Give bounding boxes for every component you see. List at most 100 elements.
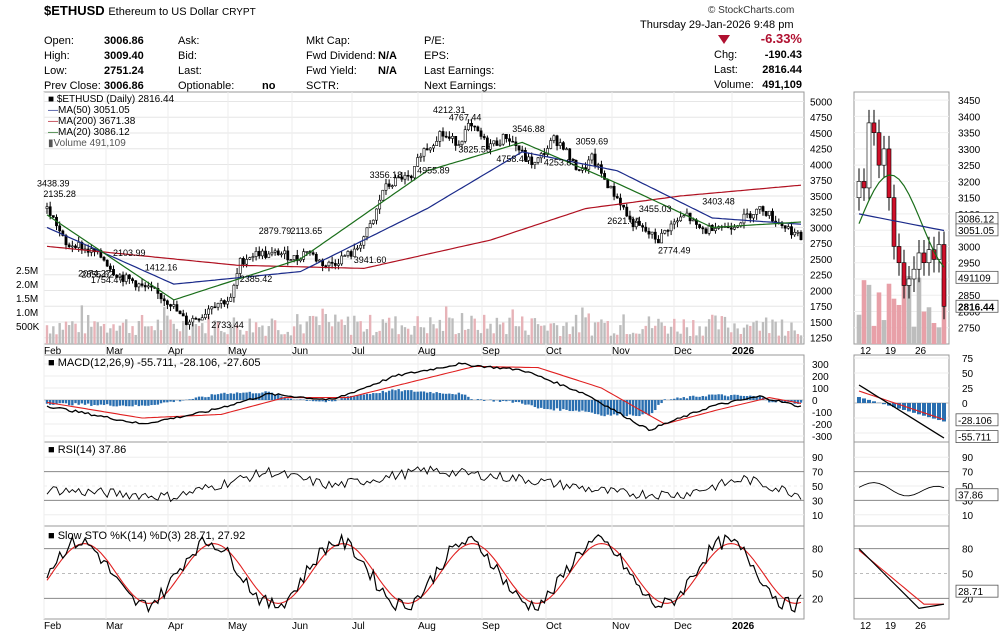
- detail-rsi-tick: 70: [962, 468, 974, 479]
- macd-hist-bar: [511, 400, 514, 403]
- candle-body: [641, 225, 644, 228]
- price-annotation: 4955.89: [417, 166, 450, 176]
- macd-hist-bar: [71, 400, 74, 406]
- detail-price-frame: [853, 91, 950, 345]
- macd-hist-bar: [112, 400, 115, 407]
- price-annotation: 2385.42: [240, 274, 273, 284]
- volume-bar: [296, 314, 299, 344]
- detail-macd-bar: [907, 403, 911, 412]
- detail-price-tick: 3150: [958, 194, 981, 205]
- candle-body: [365, 227, 369, 238]
- candle-body: [501, 134, 505, 145]
- macd-hist-bar: [220, 393, 223, 400]
- price-annotation: 4212.31: [433, 105, 466, 115]
- volume-bar: [375, 331, 378, 344]
- volume-tick-label: 1.5M: [16, 294, 38, 305]
- rsi-line: [46, 465, 802, 503]
- volume-bar: [419, 327, 423, 344]
- volume-bar: [685, 327, 689, 344]
- macd-hist-bar: [387, 390, 391, 400]
- candle-body: [793, 231, 797, 236]
- candle-body: [343, 255, 347, 257]
- macd-hist-bar: [714, 394, 717, 400]
- volume-bar: [185, 320, 188, 344]
- candle-body: [653, 231, 657, 240]
- volume-bar: [774, 321, 777, 344]
- volume-bar: [61, 329, 65, 344]
- month-label: Jun: [292, 346, 308, 357]
- detail-rsi-tick: 10: [962, 511, 974, 522]
- volume-bar: [666, 333, 670, 344]
- volume-bar: [498, 324, 502, 344]
- volume-bar: [790, 322, 793, 344]
- volume-bar: [432, 324, 435, 344]
- candle-body: [435, 141, 439, 146]
- candle-body: [786, 226, 790, 229]
- candle-body: [105, 259, 109, 267]
- macd-hist-bar: [105, 400, 109, 405]
- macd-hist-bar: [416, 391, 419, 400]
- candle-body: [549, 140, 553, 149]
- volume-bar: [527, 334, 530, 344]
- volume-bar: [502, 322, 505, 344]
- price-annotation: 3059.69: [576, 137, 609, 147]
- candle-body: [137, 283, 141, 288]
- volume-bar: [223, 332, 226, 344]
- macd-hist-bar: [178, 400, 182, 402]
- macd-hist-bar: [254, 393, 258, 400]
- candle-body: [622, 204, 625, 208]
- candle-body: [701, 227, 705, 230]
- candle-body: [546, 148, 549, 155]
- volume-bar: [597, 322, 600, 344]
- volume-bar: [755, 320, 758, 344]
- volume-bar: [213, 320, 217, 344]
- detail-volume-bar: [911, 326, 917, 344]
- candle-body: [669, 223, 673, 232]
- volume-bar: [701, 335, 704, 344]
- volume-bar: [45, 325, 49, 344]
- candle-body: [666, 230, 670, 232]
- macd-hist-bar: [799, 400, 803, 403]
- month-label: Aug: [418, 346, 436, 357]
- candle-body: [375, 208, 378, 221]
- detail-candle-body: [926, 249, 932, 264]
- macd-hist-bar: [128, 400, 131, 407]
- detail-x-label: 19: [885, 346, 897, 357]
- macd-hist-bar: [530, 400, 533, 406]
- candle-body: [451, 136, 454, 139]
- detail-price-tick: 2950: [958, 259, 981, 270]
- price-annotation: 4253.83: [544, 157, 577, 167]
- candle-body: [612, 185, 616, 197]
- candle-body: [156, 288, 160, 294]
- volume-bar: [178, 331, 182, 344]
- volume-bar: [568, 334, 571, 344]
- volume-bar: [353, 315, 356, 344]
- month-label-bottom: 2026: [732, 621, 755, 632]
- candle-body: [530, 156, 534, 165]
- candle-body: [748, 213, 752, 219]
- volume-bar: [647, 316, 651, 344]
- macd-hist-bar: [267, 391, 270, 400]
- macd-hist-bar: [207, 396, 210, 400]
- volume-bar: [448, 317, 451, 344]
- detail-x-label-bottom: 26: [915, 621, 927, 632]
- candle-body: [359, 244, 363, 249]
- macd-hist-bar: [616, 400, 619, 416]
- volume-bar: [438, 319, 442, 344]
- volume-bar: [270, 318, 274, 344]
- candle-body: [45, 206, 49, 209]
- macd-hist-bar: [144, 400, 147, 406]
- macd-tick-label: -200: [812, 420, 832, 431]
- volume-bar: [476, 329, 480, 344]
- volume-bar: [169, 319, 172, 344]
- candle-body: [140, 283, 144, 286]
- symbol: $ETHUSD: [44, 3, 105, 18]
- detail-macd-frame: [853, 354, 950, 443]
- macd-line: [46, 362, 802, 432]
- macd-hist-bar: [394, 390, 397, 400]
- volume-bar: [552, 323, 556, 344]
- candle-body: [698, 224, 702, 228]
- macd-hist-bar: [650, 400, 654, 414]
- volume-bar: [289, 335, 293, 344]
- copyright: © StockCharts.com: [708, 5, 795, 16]
